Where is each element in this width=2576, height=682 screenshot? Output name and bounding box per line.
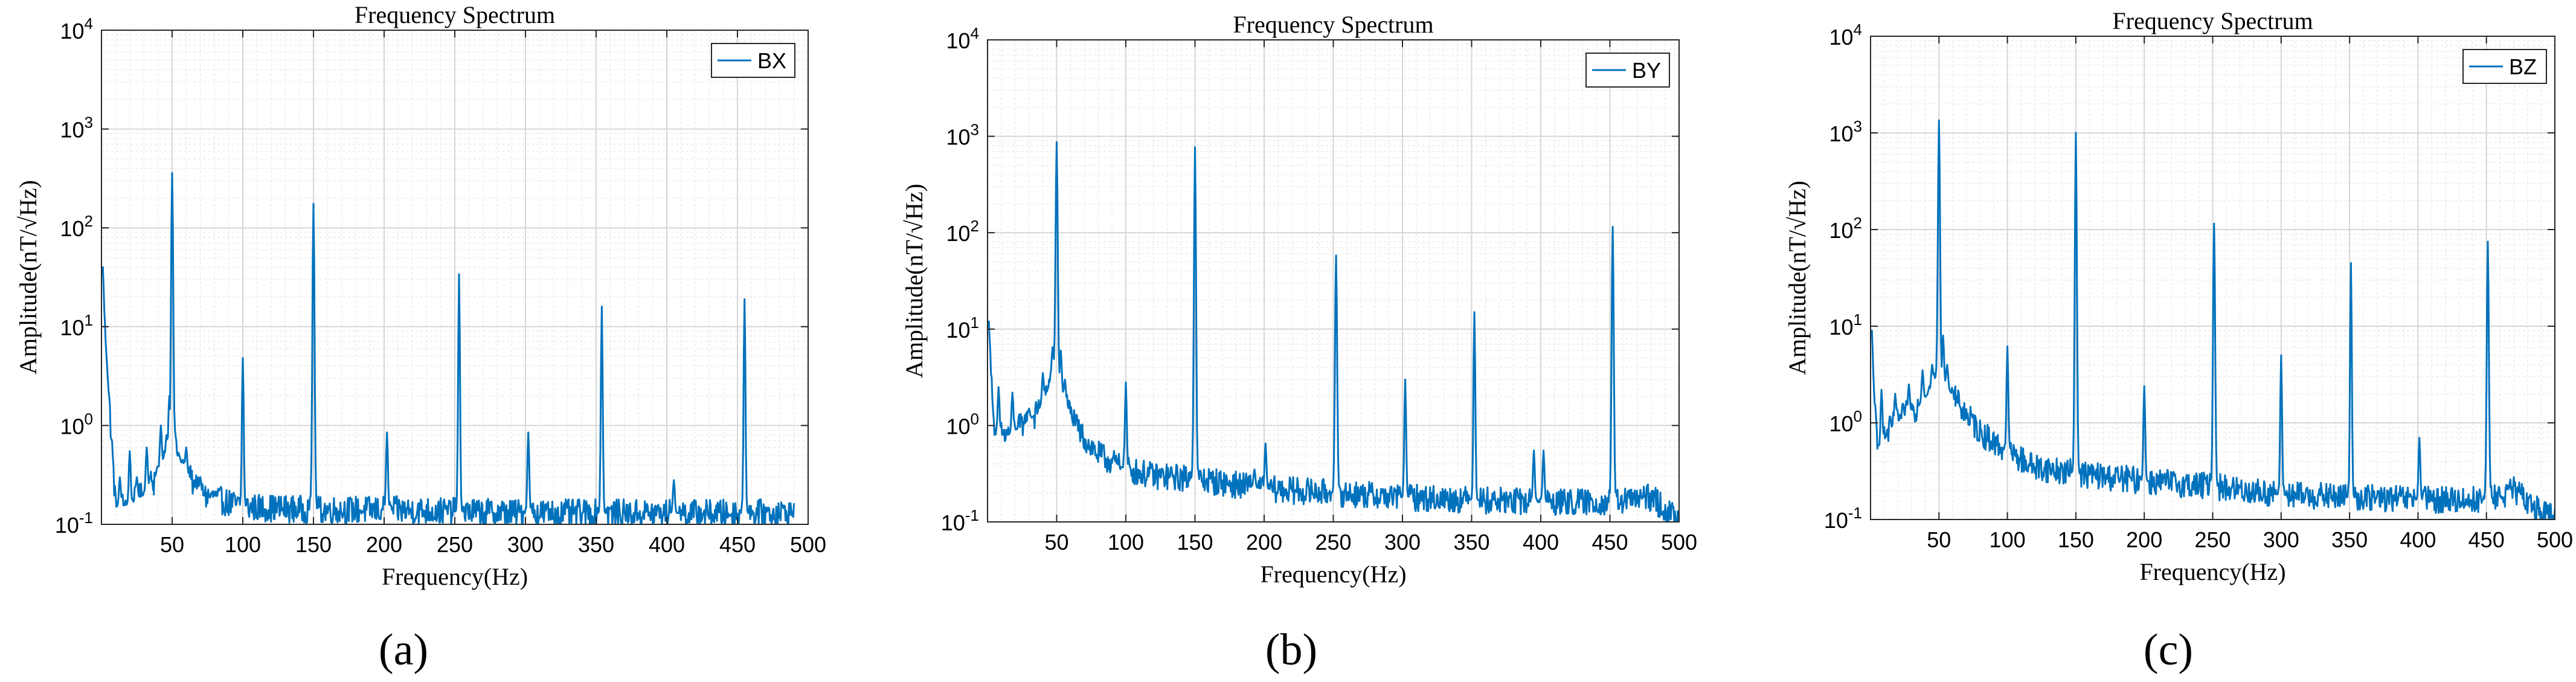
x-axis-label: Frequency(Hz) (382, 563, 528, 590)
x-tick-label: 400 (1523, 530, 1559, 555)
series-line-by (988, 141, 1679, 522)
legend-label: BY (1632, 58, 1661, 83)
y-tick-label: 104 (1829, 21, 1862, 50)
chart-by: 50 100 150 200 250 300 350 400 450 500 10-1 100 101 1… (901, 11, 1697, 675)
y-tick-label: 103 (946, 121, 979, 150)
panel-label: (c) (2144, 625, 2193, 675)
y-tick-label: 104 (946, 24, 979, 53)
chart-title: Frequency Spectrum (2112, 7, 2313, 34)
legend: BY (1585, 53, 1670, 88)
y-tick-label: 102 (946, 217, 979, 246)
legend-label: BZ (2509, 54, 2537, 79)
x-tick-label: 50 (160, 532, 184, 557)
series-line-bz (1871, 119, 2555, 520)
y-tick-label: 104 (60, 14, 93, 43)
x-tick-label: 450 (1592, 530, 1628, 555)
x-tick-label: 350 (1453, 530, 1489, 555)
x-tick-label: 400 (2400, 527, 2436, 552)
x-axis-label: Frequency(Hz) (2139, 558, 2285, 585)
legend-label: BX (757, 48, 786, 73)
x-tick-label: 450 (2468, 527, 2505, 552)
y-axis-label: Amplitude(nT/√Hz) (1784, 181, 1811, 375)
panel-label: (b) (1265, 625, 1317, 675)
y-tick-label: 10-1 (1824, 504, 1862, 533)
y-tick-label: 103 (60, 114, 93, 143)
x-tick-label: 250 (1315, 530, 1351, 555)
x-axis-label: Frequency(Hz) (1260, 561, 1406, 588)
y-tick-label: 10-1 (941, 506, 979, 535)
y-tick-label: 100 (946, 410, 979, 439)
x-tick-label: 300 (1384, 530, 1421, 555)
panel-label: (a) (379, 625, 428, 675)
x-tick-label: 500 (2537, 527, 2573, 552)
y-tick-label: 102 (1829, 214, 1862, 243)
x-tick-label: 200 (2126, 527, 2162, 552)
series-line-bx (101, 172, 795, 524)
y-tick-label: 101 (60, 311, 93, 340)
x-tick-label: 150 (2058, 527, 2094, 552)
x-tick-label: 250 (437, 532, 473, 557)
legend: BZ (2462, 49, 2547, 84)
x-tick-label: 150 (1177, 530, 1213, 555)
x-tick-label: 100 (225, 532, 261, 557)
x-tick-label: 300 (2263, 527, 2299, 552)
legend: BX (711, 43, 795, 78)
y-tick-label: 10-1 (55, 509, 93, 538)
x-tick-label: 100 (1108, 530, 1144, 555)
x-tick-label: 250 (2194, 527, 2231, 552)
x-tick-label: 350 (2331, 527, 2368, 552)
chart-title: Frequency Spectrum (355, 1, 555, 28)
x-tick-label: 150 (295, 532, 332, 557)
x-tick-label: 450 (719, 532, 756, 557)
x-tick-label: 400 (649, 532, 685, 557)
x-tick-label: 200 (1246, 530, 1282, 555)
chart-title: Frequency Spectrum (1233, 11, 1433, 38)
y-tick-label: 100 (60, 410, 93, 439)
x-tick-label: 500 (790, 532, 826, 557)
y-axis-label: Amplitude(nT/√Hz) (14, 180, 42, 375)
x-tick-label: 200 (366, 532, 402, 557)
x-tick-label: 350 (578, 532, 614, 557)
chart-bx: 50 100 150 200 250 300 350 400 450 500 10-1 100 101 1… (14, 1, 826, 675)
x-tick-label: 300 (507, 532, 544, 557)
y-tick-label: 100 (1829, 407, 1862, 436)
x-tick-label: 50 (1044, 530, 1068, 555)
x-tick-label: 500 (1661, 530, 1697, 555)
x-tick-label: 50 (1927, 527, 1951, 552)
y-tick-label: 102 (60, 212, 93, 241)
x-tick-label: 100 (1990, 527, 2026, 552)
y-axis-label: Amplitude(nT/√Hz) (901, 184, 928, 378)
y-tick-label: 103 (1829, 117, 1862, 146)
chart-bz: 50 100 150 200 250 300 350 400 450 500 10-1 100 101 1… (1784, 7, 2573, 675)
y-tick-label: 101 (946, 314, 979, 343)
y-tick-label: 101 (1829, 310, 1862, 339)
grid (988, 40, 1680, 522)
